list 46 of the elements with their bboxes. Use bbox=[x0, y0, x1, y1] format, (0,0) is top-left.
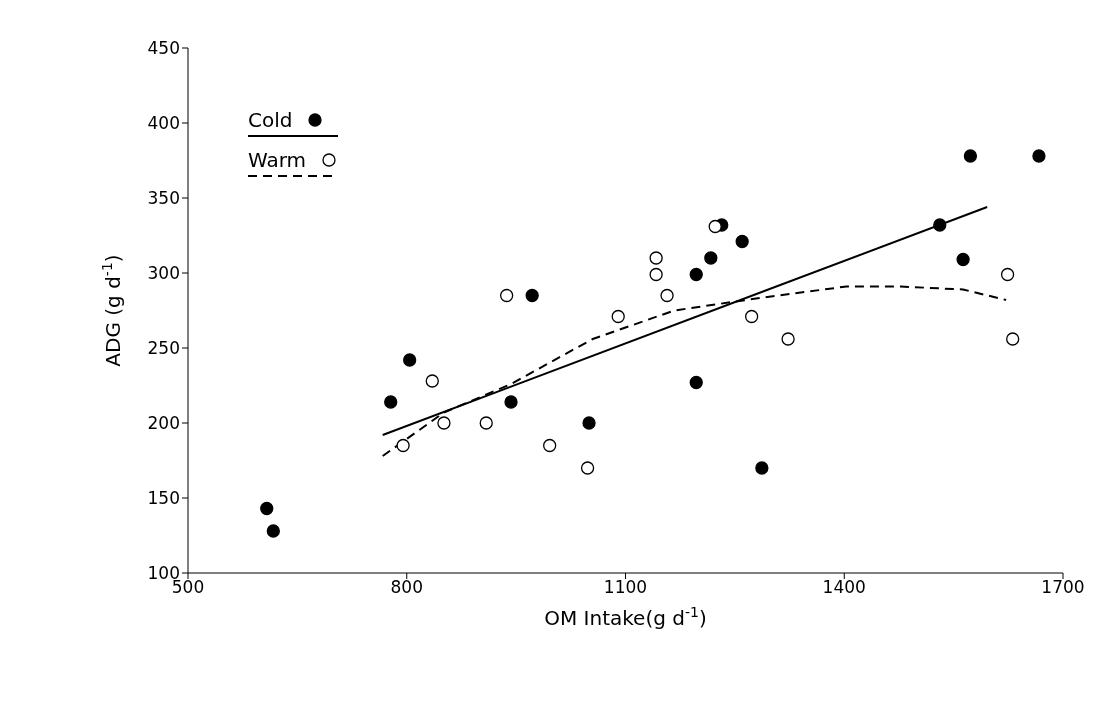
point bbox=[704, 251, 718, 265]
point bbox=[755, 461, 769, 475]
point bbox=[1006, 332, 1020, 346]
y-tick-label: 450 bbox=[147, 38, 180, 59]
point bbox=[649, 251, 663, 265]
y-tick-label: 300 bbox=[147, 263, 180, 284]
y-tick-label: 350 bbox=[147, 188, 180, 209]
point bbox=[396, 438, 410, 453]
x-tick-label: 1400 bbox=[822, 577, 866, 598]
point bbox=[1000, 267, 1015, 282]
x-tick-label: 1700 bbox=[1041, 577, 1085, 598]
point bbox=[611, 309, 625, 324]
point bbox=[266, 524, 280, 538]
point bbox=[689, 375, 703, 390]
point bbox=[660, 288, 674, 303]
point bbox=[543, 438, 557, 453]
x-tick-label: 800 bbox=[390, 577, 423, 598]
legend-label: Warm bbox=[248, 148, 307, 172]
y-tick-label: 150 bbox=[147, 488, 180, 509]
point bbox=[1032, 149, 1046, 163]
y-tick-label: 400 bbox=[147, 113, 180, 134]
y-tick-label: 250 bbox=[147, 338, 180, 359]
legend-label: Cold bbox=[248, 108, 293, 132]
point bbox=[745, 309, 759, 324]
point bbox=[582, 416, 596, 430]
point bbox=[425, 374, 439, 388]
point bbox=[437, 416, 451, 430]
point bbox=[260, 501, 274, 516]
point bbox=[403, 353, 417, 367]
point bbox=[479, 416, 493, 430]
point bbox=[689, 267, 703, 282]
point bbox=[708, 219, 722, 234]
point bbox=[781, 332, 795, 346]
point bbox=[649, 267, 663, 282]
point bbox=[933, 218, 947, 232]
x-tick-label: 1100 bbox=[603, 577, 648, 598]
point bbox=[735, 234, 749, 249]
point bbox=[963, 149, 978, 163]
point bbox=[525, 288, 539, 303]
point bbox=[504, 395, 518, 409]
point bbox=[384, 395, 398, 409]
point bbox=[500, 288, 514, 303]
point bbox=[580, 461, 595, 475]
x-axis-title: OM Intake(g d$^{-1}$) bbox=[544, 604, 707, 630]
point bbox=[956, 252, 970, 267]
y-tick-label: 200 bbox=[147, 413, 180, 434]
